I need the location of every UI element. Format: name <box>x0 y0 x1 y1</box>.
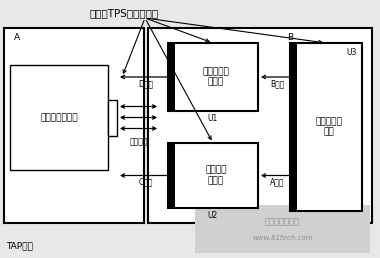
Bar <box>168 143 258 208</box>
Text: 边界扫描扩展卡: 边界扫描扩展卡 <box>40 113 78 122</box>
Bar <box>168 143 175 208</box>
Text: D网络: D网络 <box>138 79 154 88</box>
Text: 混合扫描芯
片藏: 混合扫描芯 片藏 <box>315 117 342 137</box>
Bar <box>4 28 144 223</box>
Bar <box>148 28 372 223</box>
Text: TAP信号: TAP信号 <box>6 241 33 250</box>
Text: 中国国防科技网: 中国国防科技网 <box>265 217 300 226</box>
Text: U2: U2 <box>208 211 218 220</box>
Text: U3: U3 <box>347 48 357 57</box>
Bar <box>108 100 117 135</box>
Bar <box>290 43 297 211</box>
Bar <box>168 43 258 111</box>
Bar <box>195 205 370 253</box>
Text: 边界扫描
芯片藏: 边界扫描 芯片藏 <box>205 166 227 185</box>
Text: www.81tech.com: www.81tech.com <box>252 235 313 241</box>
Text: 测试通道: 测试通道 <box>129 138 148 147</box>
Text: 扩展的TPS测试覆盖率: 扩展的TPS测试覆盖率 <box>90 8 159 18</box>
Text: 非边界扫描
芯片藏: 非边界扫描 芯片藏 <box>203 67 230 87</box>
Bar <box>168 43 175 111</box>
Bar <box>290 43 362 211</box>
Text: B网络: B网络 <box>270 79 285 88</box>
Bar <box>10 65 108 170</box>
Text: A: A <box>14 33 20 42</box>
Text: A网络: A网络 <box>270 178 285 187</box>
Text: B: B <box>287 33 293 42</box>
Text: U1: U1 <box>208 114 218 123</box>
Text: C网络: C网络 <box>139 178 153 187</box>
